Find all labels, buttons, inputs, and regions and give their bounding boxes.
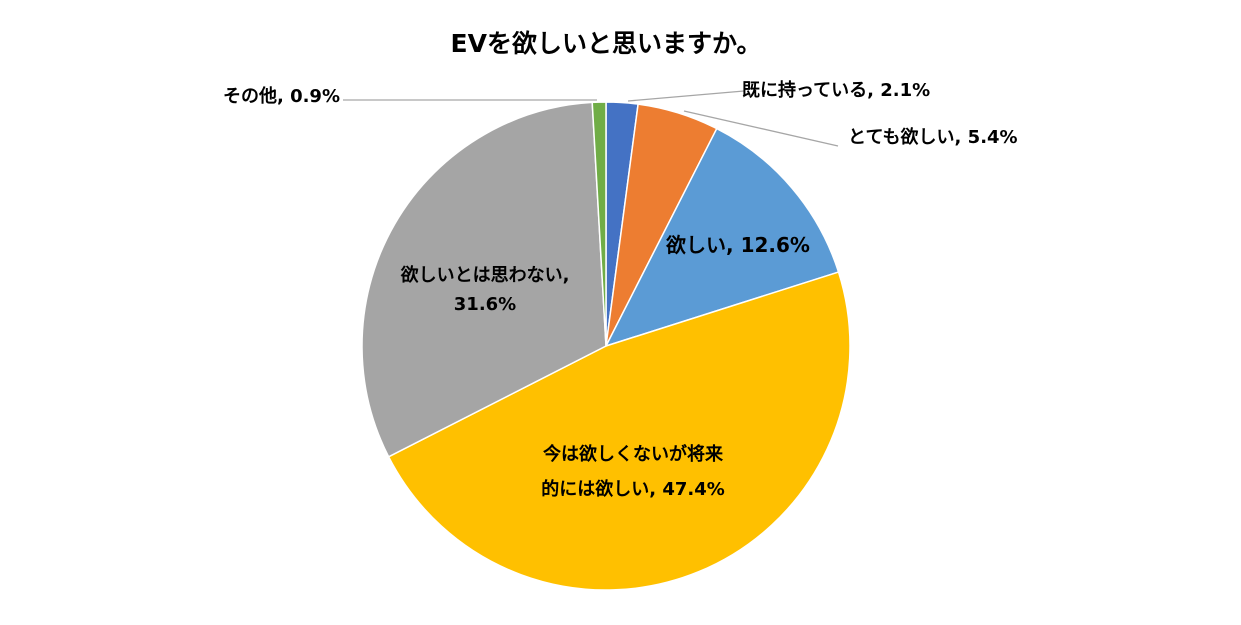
leader-lines [343, 90, 839, 147]
pie-slice-3 [604, 127, 840, 348]
data-label-line: とても欲しい, 5.4% [848, 126, 1018, 148]
data-label-5: 欲しいとは思わない, 31.6% [400, 264, 570, 315]
data-label-6: その他, 0.9% [223, 85, 340, 107]
data-label-line: 今は欲しくないが将来 [543, 443, 724, 465]
data-labels: 既に持っている, 2.1% とても欲しい, 5.4% 欲しい, 12.6% 今は欲しく… [223, 79, 1018, 500]
data-label-line: 既に持っている, 2.1% [742, 79, 930, 101]
data-label-line: 的には欲しい, 47.4% [541, 478, 725, 500]
pie-slice-5 [361, 101, 607, 458]
data-label-1: 既に持っている, 2.1% [742, 79, 930, 101]
leader-line-2 [683, 110, 839, 147]
data-label-4: 今は欲しくないが将来的には欲しい, 47.4% [541, 443, 725, 500]
data-label-3: 欲しい, 12.6% [665, 233, 810, 257]
data-label-line: 欲しいとは思わない, [400, 264, 570, 286]
leader-line-1 [627, 90, 745, 102]
data-label-2: とても欲しい, 5.4% [848, 126, 1018, 148]
pie-slices [361, 101, 851, 591]
data-label-line: 31.6% [454, 294, 516, 315]
pie-slice-6 [591, 101, 607, 347]
data-label-line: 欲しい, 12.6% [665, 233, 810, 257]
pie-slice-4 [387, 271, 851, 591]
data-label-line: その他, 0.9% [223, 85, 340, 107]
chart-title: EVを欲しいと思いますか。 [451, 29, 762, 58]
